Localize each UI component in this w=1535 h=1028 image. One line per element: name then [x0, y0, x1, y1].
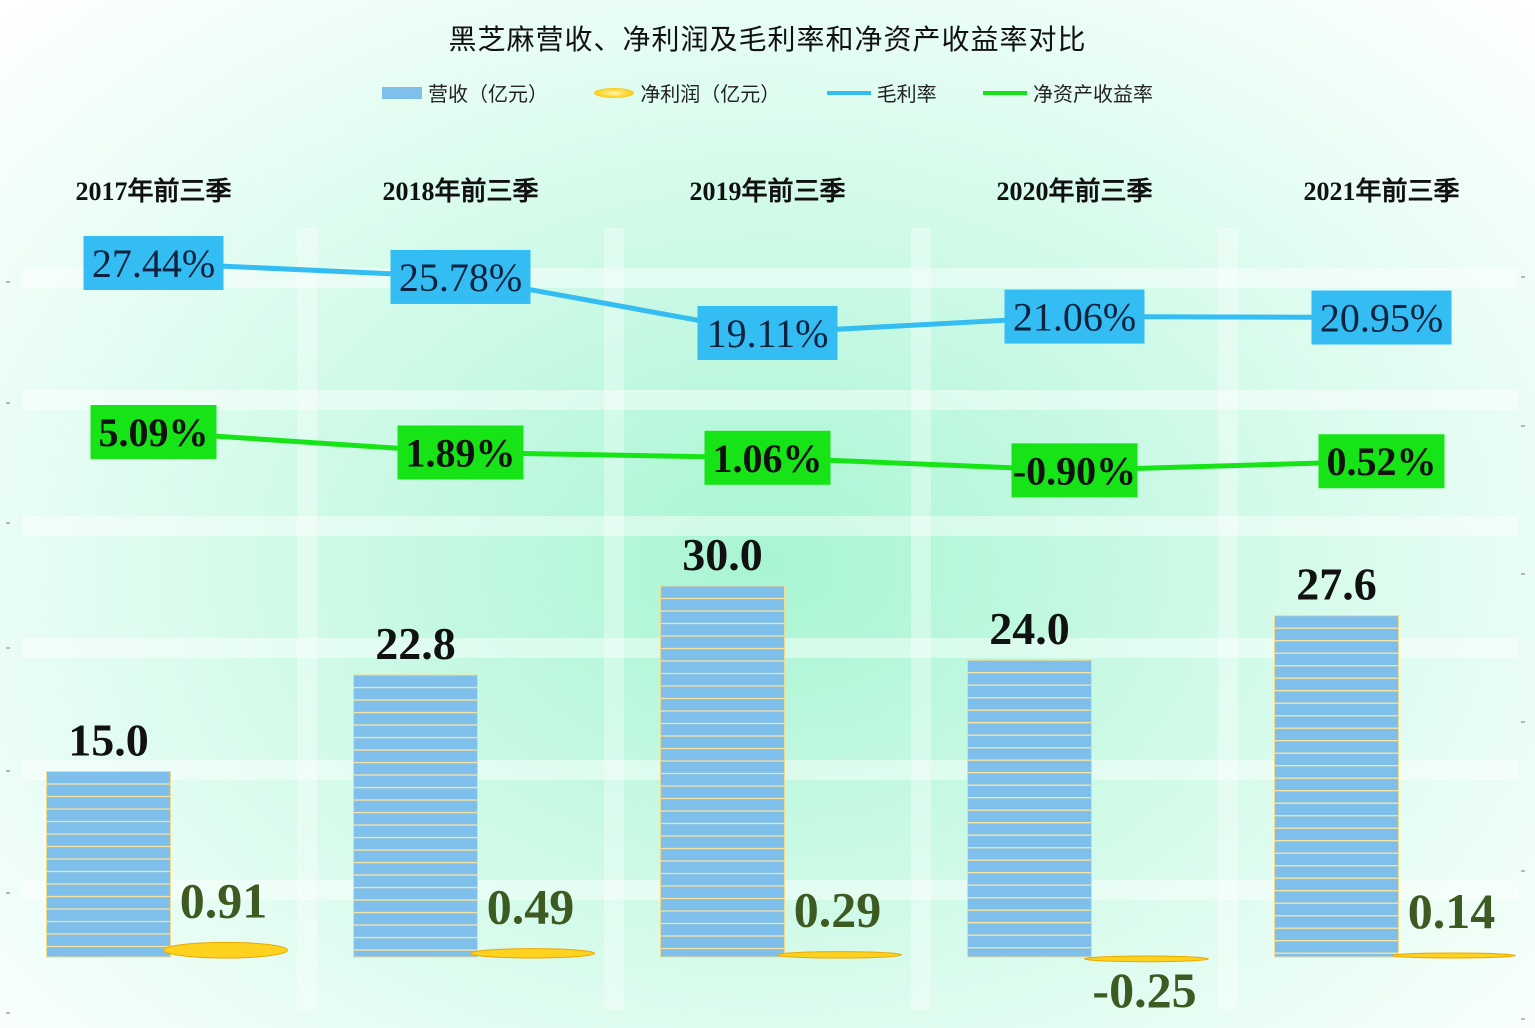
revenue-bar [353, 674, 478, 958]
gridline-v [604, 228, 624, 1010]
category-label: 2020年前三季 [996, 176, 1152, 206]
gross-margin-data-label: 25.78% [399, 255, 522, 300]
gross-margin-data-label: 19.11% [707, 311, 829, 356]
revenue-bar [660, 585, 785, 958]
gridline-v [1218, 228, 1238, 1010]
gross-margin-data-label: 20.95% [1320, 296, 1443, 341]
gross-margin-label-box [83, 236, 224, 290]
legend-swatch-roe [983, 90, 1028, 95]
net-profit-data-label: 0.29 [794, 882, 882, 938]
revenue-data-label: 22.8 [375, 618, 456, 669]
legend-swatch-revenue [381, 86, 422, 99]
revenue-bar [46, 771, 171, 958]
net-profit-data-label: 0.91 [180, 872, 268, 928]
roe-label-box [1318, 434, 1445, 489]
category-label: 2018年前三季 [382, 176, 538, 206]
roe-data-label: 0.52% [1327, 439, 1437, 484]
roe-data-label: 5.09% [99, 410, 209, 455]
revenue-data-label: 27.6 [1296, 559, 1377, 610]
legend: 营收（亿元） 净利润（亿元） 毛利率 净资产收益率 [0, 78, 1535, 107]
gridline-v [911, 228, 931, 1010]
legend-label-net-profit: 净利润（亿元） [640, 82, 781, 106]
gridline-h [22, 390, 1518, 410]
roe-label-box [90, 405, 217, 459]
revenue-bar [1274, 615, 1399, 958]
net-profit-bar [163, 941, 288, 959]
revenue-data-label: 24.0 [989, 603, 1070, 654]
roe-label-box [1011, 443, 1138, 498]
gross-margin-label-box [390, 249, 531, 304]
roe-data-label: 1.89% [406, 430, 516, 475]
gross-margin-label-box [697, 305, 838, 360]
net-profit-data-label: -0.25 [1092, 962, 1196, 1018]
legend-item-revenue: 营收（亿元） [381, 78, 548, 107]
net-profit-bar [1084, 955, 1209, 963]
gross-margin-label-box [1311, 290, 1452, 345]
gridline-h [22, 268, 1518, 288]
revenue-data-label: 30.0 [682, 529, 763, 580]
chart-title: 黑芝麻营收、净利润及毛利率和净资产收益率对比 [448, 23, 1087, 56]
net-profit-bar [777, 951, 902, 959]
gross-margin-data-label: 27.44% [92, 241, 215, 286]
legend-swatch-gross-margin [826, 90, 871, 95]
revenue-data-label: 15.0 [68, 715, 149, 766]
net-profit-data-label: 0.49 [487, 879, 575, 935]
legend-label-revenue: 营收（亿元） [427, 82, 548, 106]
gross-margin-data-label: 21.06% [1013, 295, 1136, 340]
net-profit-bar [470, 948, 595, 959]
legend-swatch-net-profit [594, 87, 635, 98]
net-profit-data-label: 0.14 [1408, 883, 1496, 939]
roe-label-box [397, 425, 524, 480]
category-label: 2021年前三季 [1303, 176, 1459, 206]
net-profit-bar [1391, 952, 1516, 959]
roe-data-label: -0.90% [1013, 448, 1136, 493]
gridline-v [297, 228, 317, 1010]
gridline-h [22, 516, 1518, 536]
legend-label-gross-margin: 毛利率 [876, 82, 937, 106]
gross-margin-label-box [1004, 289, 1145, 344]
category-label: 2019年前三季 [689, 176, 845, 206]
category-label: 2017年前三季 [75, 176, 231, 206]
roe-data-label: 1.06% [713, 436, 823, 481]
roe-label-box [704, 430, 831, 485]
legend-item-roe: 净资产收益率 [983, 78, 1153, 107]
legend-item-gross-margin: 毛利率 [826, 78, 937, 107]
legend-item-net-profit: 净利润（亿元） [594, 78, 780, 107]
legend-label-roe: 净资产收益率 [1033, 82, 1154, 106]
revenue-bar [967, 659, 1092, 958]
